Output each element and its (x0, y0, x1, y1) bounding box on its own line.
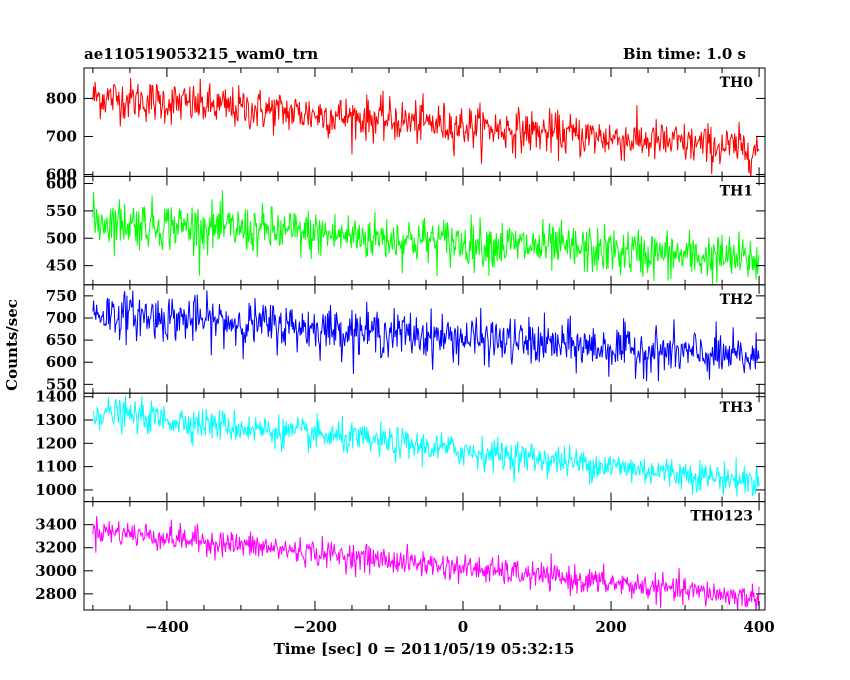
series-line-th1 (92, 190, 760, 285)
bin-time-label: Bin time: 1.0 s (623, 45, 746, 63)
y-tick-label: 450 (46, 257, 77, 275)
y-tick-label: 800 (46, 89, 77, 107)
x-tick-label: 400 (743, 618, 774, 636)
y-tick-label: 650 (46, 331, 77, 349)
y-tick-label: 750 (46, 287, 77, 305)
y-tick-label: 1200 (35, 434, 77, 452)
x-axis-label: Time [sec] 0 = 2011/05/19 05:32:15 (274, 640, 575, 658)
panel-label-th2: TH2 (720, 292, 753, 308)
y-tick-label: 3200 (35, 539, 77, 557)
y-tick-label: 3000 (35, 562, 77, 580)
panel-label-th3: TH3 (720, 400, 753, 416)
panel-frame-th0123 (83, 501, 766, 611)
y-tick-label: 1100 (35, 458, 77, 476)
panel-th2: 550 600 650 700 750 TH2 (46, 284, 766, 394)
y-tick-label: 600 (46, 175, 77, 193)
y-tick-label: 550 (46, 202, 77, 220)
series-line-th0 (92, 77, 760, 177)
series-line-th3 (92, 395, 760, 497)
y-tick-label: 3400 (35, 516, 77, 534)
panel-th0123: 2800 3000 3200 3400 TH0123 (35, 501, 766, 611)
panel-th0: 600 700 800 TH0 (46, 67, 766, 183)
x-tick-label: 0 (458, 618, 468, 636)
series-line-th0123 (92, 516, 760, 611)
y-tick-label: 600 (46, 353, 77, 371)
x-tick-label: −200 (293, 618, 337, 636)
chart-title: ae110519053215_wam0_trn (84, 45, 318, 63)
x-tick-label: 200 (595, 618, 626, 636)
x-tick-labels: −400 −200 0 200 400 (145, 618, 775, 636)
panel-label-th1: TH1 (720, 183, 753, 199)
y-tick-label: 1300 (35, 411, 77, 429)
panel-label-th0: TH0 (720, 75, 754, 91)
y-tick-label: 1400 (35, 388, 77, 406)
y-tick-label: 500 (46, 229, 77, 247)
panel-th3: 1000 1100 1200 1300 1400 TH3 (35, 388, 766, 503)
panel-stack: 600 700 800 TH0 450 500 550 600 TH1 550 600 650 700 7… (35, 67, 766, 611)
y-axis-label: Counts/sec (3, 299, 21, 391)
y-tick-label: 700 (46, 127, 77, 145)
y-tick-label: 700 (46, 309, 77, 327)
x-tick-label: −400 (145, 618, 189, 636)
y-tick-label: 550 (46, 375, 77, 393)
panel-th1: 450 500 550 600 TH1 (46, 175, 766, 286)
panel-label-th0123: TH0123 (690, 509, 753, 525)
y-tick-label: 1000 (35, 481, 77, 499)
y-tick-label: 600 (46, 165, 77, 183)
panel-frame-th0 (83, 67, 766, 177)
series-line-th2 (92, 290, 760, 382)
panel-frame-th2 (83, 284, 766, 394)
y-tick-label: 2800 (35, 585, 77, 603)
